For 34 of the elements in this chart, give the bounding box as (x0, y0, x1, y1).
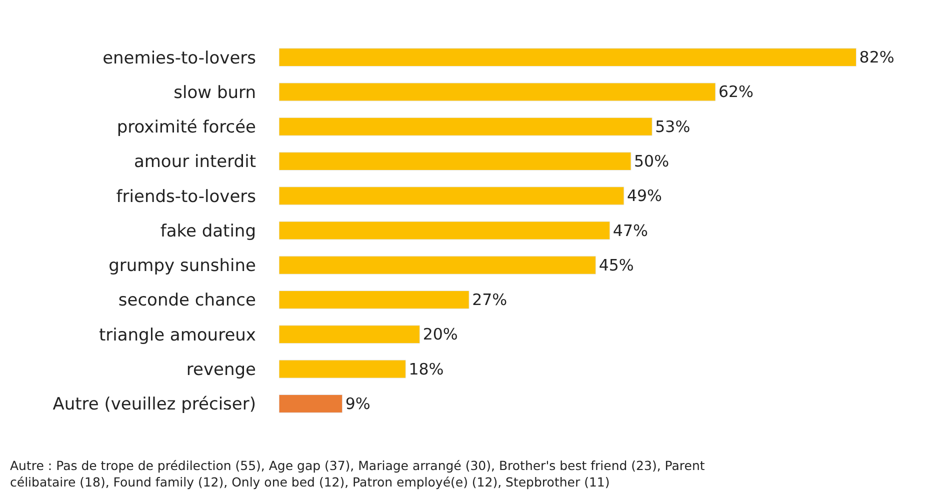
y-tick-label: Autre (veuillez préciser) (52, 394, 256, 415)
bar (279, 360, 406, 378)
data-label: 49% (626, 186, 662, 206)
bar (279, 186, 624, 206)
bar (279, 152, 632, 170)
bar (279, 48, 857, 67)
data-label: 82% (859, 48, 894, 67)
bar (279, 394, 343, 413)
data-label: 18% (408, 359, 444, 378)
y-tick-label: slow burn (174, 82, 256, 103)
y-tick-label: triangle amoureux (98, 325, 256, 346)
bar (279, 256, 596, 274)
y-tick-label: fake dating (160, 221, 256, 242)
y-tick-label: enemies-to-lovers (102, 48, 256, 68)
data-label: 27% (472, 290, 508, 310)
y-tick-label: friends-to-lovers (116, 186, 256, 207)
bar (279, 325, 420, 344)
text: Autre : Pas de trope de prédilection (55), Age gap (37), Mariage arrangé (30), Brother's best friend (23), Parent célibataire (18), Found family (12), Only one bed (12), Patron employé(e) (12), Stepbrother (11) (10, 458, 705, 490)
y-tick-label: seconde chance (118, 290, 256, 311)
bar (279, 117, 652, 136)
bar (279, 221, 610, 240)
bar (279, 290, 470, 310)
data-label: 50% (634, 151, 670, 170)
y-tick-label: proximité forcée (116, 118, 256, 138)
y-tick-label: amour interdit (134, 152, 256, 172)
data-label: 53% (655, 116, 690, 136)
data-label: 9% (345, 394, 370, 413)
data-label: 62% (718, 82, 754, 102)
y-tick-label: grumpy sunshine (108, 256, 256, 276)
data-label: 47% (612, 220, 648, 240)
data-label: 20% (422, 324, 458, 344)
bar (279, 82, 716, 102)
data-label: 45% (598, 255, 634, 274)
y-tick-label: revenge (186, 360, 256, 380)
